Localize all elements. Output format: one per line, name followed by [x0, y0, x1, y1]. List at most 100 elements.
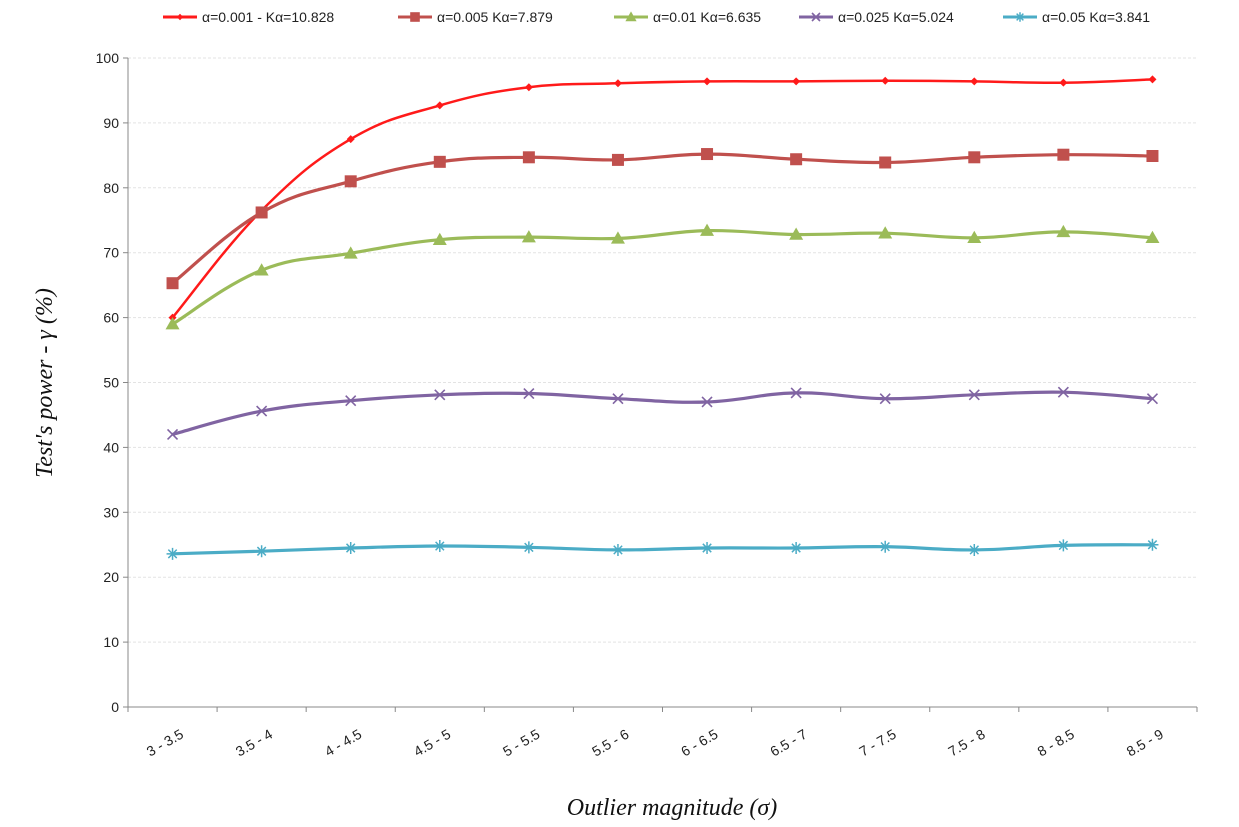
series-line — [172, 390, 1153, 436]
series-line — [172, 543, 1153, 556]
legend-label: α=0.005 Kα=7.879 — [437, 9, 553, 25]
data-point — [432, 232, 447, 245]
y-tick-label: 40 — [103, 439, 119, 455]
series-group — [165, 75, 1160, 560]
data-point — [1059, 78, 1068, 87]
legend-item: α=0.05 Kα=3.841 — [1003, 9, 1150, 25]
data-point — [1146, 393, 1159, 405]
data-point — [879, 540, 892, 553]
data-point — [610, 231, 625, 244]
legend-item: α=0.025 Kα=5.024 — [799, 9, 954, 25]
data-point — [792, 77, 801, 86]
legend-item: α=0.01 Kα=6.635 — [614, 9, 761, 25]
data-point — [523, 387, 535, 400]
data-point — [1057, 539, 1070, 552]
data-point — [343, 246, 358, 259]
x-tick-label: 8.5 - 9 — [1124, 726, 1167, 760]
legend-label: α=0.001 - Kα=10.828 — [202, 9, 334, 25]
data-point — [433, 155, 446, 168]
legend-marker — [811, 12, 821, 22]
data-point — [970, 77, 979, 86]
legend-label: α=0.01 Kα=6.635 — [653, 9, 761, 25]
data-point — [346, 135, 355, 144]
data-point — [790, 541, 803, 554]
data-point — [703, 77, 712, 86]
y-tick-label: 10 — [103, 634, 119, 650]
legend-label: α=0.025 Kα=5.024 — [838, 9, 954, 25]
data-point — [968, 389, 980, 401]
data-point — [1057, 386, 1069, 398]
data-point — [435, 101, 444, 110]
gridlines — [128, 57, 1197, 643]
data-point — [255, 206, 268, 219]
x-tick-label: 5 - 5.5 — [500, 726, 543, 760]
y-axis-ticks: 0 10 20 30 40 50 60 70 80 90 100 — [96, 50, 128, 715]
data-point — [1057, 148, 1070, 161]
data-point — [434, 389, 446, 401]
data-point — [700, 223, 715, 236]
x-tick-label: 3 - 3.5 — [144, 726, 187, 760]
y-axis-title: Test's power - γ (%) — [32, 288, 58, 478]
y-tick-label: 60 — [103, 310, 119, 326]
y-tick-label: 0 — [111, 699, 119, 715]
data-point — [1056, 224, 1071, 238]
y-tick-label: 70 — [103, 245, 119, 261]
x-tick-label: 7 - 7.5 — [856, 726, 899, 760]
x-tick-label: 6 - 6.5 — [678, 726, 721, 760]
series-3 — [166, 386, 1159, 440]
data-point — [967, 230, 982, 244]
legend-marker — [1015, 12, 1025, 22]
data-point — [166, 428, 179, 440]
x-tick-label: 5.5 - 6 — [589, 726, 632, 760]
y-tick-label: 90 — [103, 115, 119, 131]
data-point — [1148, 75, 1157, 84]
series-4 — [166, 538, 1159, 560]
data-point — [611, 153, 624, 166]
series-2 — [165, 223, 1160, 330]
data-point — [790, 153, 803, 166]
x-tick-label: 7.5 - 8 — [945, 726, 988, 760]
data-point — [1145, 230, 1160, 244]
data-point — [701, 148, 714, 161]
x-axis-title: Outlier magnitude (σ) — [567, 795, 777, 821]
data-point — [881, 76, 890, 85]
data-point — [166, 277, 179, 290]
x-tick-label: 4.5 - 5 — [411, 726, 454, 760]
y-tick-label: 80 — [103, 180, 119, 196]
x-tick-label: 4 - 4.5 — [322, 726, 365, 760]
data-point — [254, 263, 269, 276]
data-point — [165, 317, 180, 330]
data-point — [613, 79, 622, 88]
data-point — [878, 226, 893, 239]
data-point — [790, 387, 802, 399]
data-point — [611, 543, 624, 556]
legend-item: α=0.005 Kα=7.879 — [398, 9, 553, 25]
data-point — [524, 83, 533, 92]
x-axis-ticks: 3 - 3.5 3.5 - 4 4 - 4.5 4.5 - 5 5 - 5.5 5.5 -… — [127, 707, 1198, 760]
data-point — [1146, 149, 1159, 162]
data-point — [968, 543, 981, 556]
legend-marker — [176, 13, 184, 21]
data-point — [701, 396, 713, 408]
x-tick-label: 3.5 - 4 — [233, 726, 276, 760]
data-point — [344, 541, 357, 554]
data-point — [166, 547, 179, 560]
data-point — [521, 230, 536, 243]
y-tick-label: 30 — [103, 504, 119, 520]
x-tick-label: 8 - 8.5 — [1034, 726, 1077, 760]
x-tick-label: 6.5 - 7 — [767, 726, 810, 760]
y-tick-label: 20 — [103, 569, 119, 585]
data-point — [612, 393, 624, 405]
data-point — [522, 151, 535, 164]
data-point — [256, 405, 268, 417]
data-point — [789, 227, 804, 240]
data-point — [433, 540, 446, 553]
legend-item: α=0.001 - Kα=10.828 — [163, 9, 334, 25]
data-point — [1146, 538, 1159, 551]
series-line — [171, 152, 1153, 285]
legend-marker — [625, 11, 637, 22]
legend-label: α=0.05 Kα=3.841 — [1042, 9, 1150, 25]
data-point — [345, 395, 357, 407]
data-point — [879, 393, 891, 405]
data-point — [968, 151, 981, 164]
